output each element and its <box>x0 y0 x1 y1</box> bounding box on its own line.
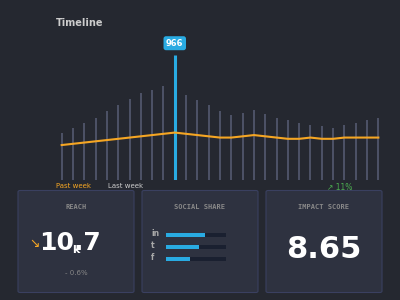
Text: IMPACT SCORE: IMPACT SCORE <box>298 204 350 210</box>
Text: t: t <box>151 241 155 250</box>
Text: 966: 966 <box>166 39 184 48</box>
Text: ↘: ↘ <box>29 237 39 250</box>
Text: 10.7: 10.7 <box>39 232 101 256</box>
Text: ↗ 11%: ↗ 11% <box>327 183 352 192</box>
Text: - 0.6%: - 0.6% <box>65 270 87 276</box>
Text: SOCIAL SHARE: SOCIAL SHARE <box>174 204 226 210</box>
Text: in: in <box>151 229 159 238</box>
Text: f: f <box>151 253 154 262</box>
Text: Past week: Past week <box>56 183 91 189</box>
Text: 8.65: 8.65 <box>286 235 362 264</box>
Text: k: k <box>72 245 79 255</box>
Text: Last week: Last week <box>108 183 143 189</box>
Text: REACH: REACH <box>65 204 87 210</box>
Text: Timeline: Timeline <box>56 18 104 28</box>
